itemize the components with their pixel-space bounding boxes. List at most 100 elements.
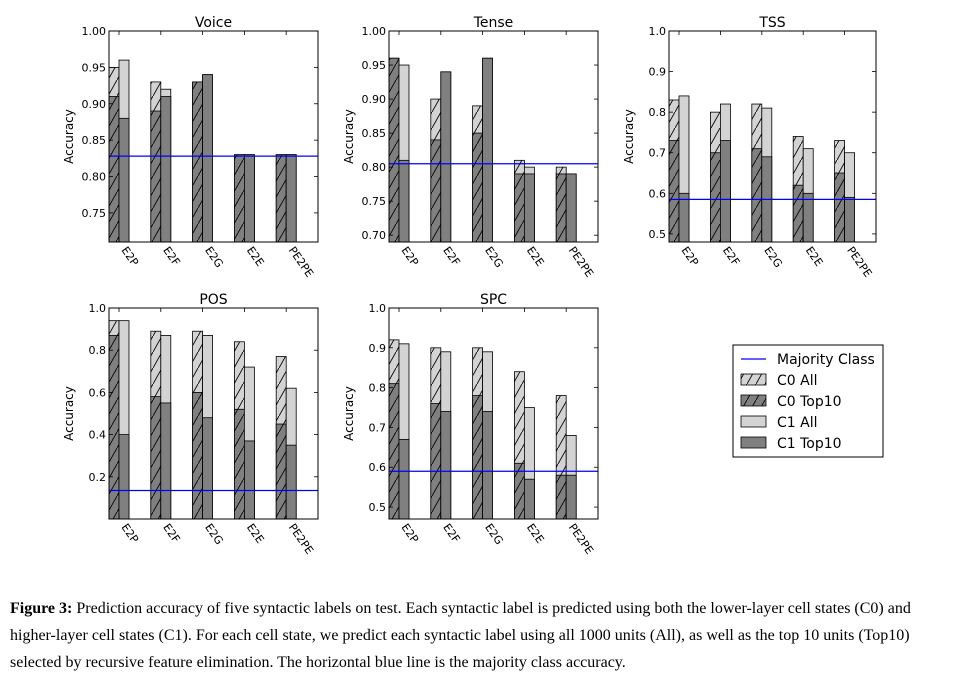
- x-tick-label: E2P: [119, 244, 142, 269]
- y-axis-label: Accuracy: [62, 386, 76, 441]
- bar-c1-top10: [285, 154, 297, 243]
- y-tick-label: 0.80: [362, 161, 387, 174]
- bar-c0-top10-hatch: [556, 475, 567, 519]
- x-tick-label: PE2PE: [844, 244, 874, 279]
- legend: Majority Class C0 All C0 Top10 C1 All C1…: [732, 344, 884, 458]
- plot-frame: [388, 307, 599, 520]
- bar-c1-top10: [524, 478, 535, 520]
- bar-c0-top10-hatch: [430, 139, 441, 242]
- y-tick-label: 0.5: [649, 228, 667, 241]
- bar-c1-top10: [202, 417, 214, 520]
- y-tick-label: 0.90: [82, 98, 107, 111]
- x-tick-label: PE2PE: [566, 521, 596, 556]
- y-tick-label: 0.9: [369, 342, 387, 355]
- bar-c0-top10-hatch: [556, 173, 567, 242]
- chart-panel-tss: E2P E2F E2G E2E PE2PE 1.0 0.9 0.8 0.7 0.6 0.5 TSS Ac…: [622, 15, 877, 280]
- bar-c0-top10-hatch: [192, 392, 203, 519]
- y-tick-label: 0.8: [649, 106, 667, 119]
- x-tick-label: PE2PE: [566, 244, 596, 279]
- y-axis-label: Accuracy: [342, 386, 356, 441]
- bar-c1-top10: [398, 159, 410, 243]
- bar-c0-top10-hatch: [109, 335, 119, 519]
- chart-title: SPC: [480, 292, 507, 308]
- caption-text: Prediction accuracy of five syntactic la…: [10, 600, 911, 671]
- bar-c1-top10: [482, 411, 494, 520]
- legend-c1-all-label: C1 All: [777, 415, 818, 431]
- y-tick-label: 0.95: [82, 61, 107, 74]
- x-tick-label: E2G: [482, 244, 506, 270]
- x-tick-label: E2E: [244, 244, 267, 269]
- x-tick-label: E2F: [160, 521, 182, 545]
- x-tick-label: E2P: [119, 521, 142, 546]
- legend-c0-all-hatch: [741, 374, 766, 385]
- bar-c1-top10: [202, 74, 214, 243]
- bar-c1-top10: [440, 71, 452, 243]
- y-axis-label: Accuracy: [622, 109, 636, 164]
- bar-c0-top10-hatch: [389, 383, 399, 519]
- bar-c0-top10-hatch: [150, 111, 161, 242]
- bar-c0-top10-hatch: [514, 463, 525, 519]
- x-tick-label: E2G: [202, 244, 226, 270]
- y-tick-label: 0.5: [369, 501, 387, 514]
- legend-majority-label: Majority Class: [777, 352, 875, 368]
- x-tick-label: E2F: [160, 244, 182, 268]
- figure-caption: Figure 3: Prediction accuracy of five sy…: [10, 595, 945, 676]
- bar-c0-top10-hatch: [150, 396, 161, 519]
- bar-c0-top10-hatch: [669, 140, 679, 242]
- bar-c0-top10-hatch: [472, 395, 483, 519]
- bar-c0-top10-hatch: [276, 154, 287, 242]
- bar-c1-top10: [482, 57, 494, 243]
- y-tick-label: 1.0: [649, 25, 667, 38]
- y-tick-label: 0.7: [369, 421, 387, 434]
- bar-c1-top10: [118, 434, 130, 520]
- x-tick-label: PE2PE: [286, 521, 316, 556]
- chart-panels: E2P E2F E2G E2E PE2PE 1.00 0.95 0.90 0.85 0.80 0.7…: [62, 15, 877, 557]
- bar-c1-top10: [285, 444, 297, 520]
- y-tick-label: 0.9: [649, 66, 667, 79]
- bar-c0-top10-hatch: [834, 173, 845, 242]
- bar-c0-top10-hatch: [234, 409, 245, 519]
- bar-c0-top10-hatch: [192, 81, 203, 243]
- chart-title: Voice: [195, 15, 232, 31]
- x-tick-label: E2F: [440, 244, 462, 268]
- chart-panel-tense: E2P E2F E2G E2E PE2PE 1.00 0.95 0.90 0.85 0.80 0.7…: [342, 15, 599, 280]
- y-axis-label: Accuracy: [62, 109, 76, 164]
- y-tick-label: 0.80: [82, 171, 107, 184]
- bar-c0-top10-hatch: [430, 403, 441, 519]
- x-tick-label: E2G: [202, 521, 226, 547]
- y-tick-label: 0.95: [362, 59, 387, 72]
- x-tick-label: E2E: [524, 244, 547, 269]
- bar-c0-top10-hatch: [793, 185, 804, 242]
- y-tick-label: 0.75: [362, 195, 387, 208]
- bar-c0-top10-hatch: [514, 173, 525, 242]
- y-tick-label: 0.4: [89, 429, 107, 442]
- legend-c0-top10-label: C0 Top10: [777, 394, 842, 410]
- bar-c0-top10-hatch: [751, 148, 762, 242]
- plot-frame: [668, 30, 877, 243]
- x-tick-label: E2F: [720, 244, 742, 268]
- legend-c1-top10-swatch: [740, 436, 767, 449]
- chart-title: POS: [199, 292, 227, 308]
- y-tick-label: 0.6: [649, 187, 667, 200]
- x-tick-label: PE2PE: [286, 244, 316, 279]
- y-tick-label: 0.6: [89, 386, 107, 399]
- bar-c1-top10: [524, 173, 535, 243]
- y-tick-label: 1.0: [369, 302, 387, 315]
- bar-c1-top10: [398, 438, 410, 520]
- y-tick-label: 0.85: [82, 134, 107, 147]
- x-tick-label: E2P: [399, 521, 422, 546]
- y-tick-label: 0.85: [362, 127, 387, 140]
- legend-c0-top10-hatch: [741, 395, 766, 406]
- x-tick-label: E2E: [803, 244, 826, 269]
- bar-c1-top10: [160, 402, 172, 520]
- y-tick-label: 0.6: [369, 461, 387, 474]
- y-tick-label: 0.75: [82, 207, 107, 220]
- y-tick-label: 0.2: [89, 471, 107, 484]
- bar-c0-top10-hatch: [109, 96, 119, 242]
- bar-c1-top10: [565, 173, 577, 243]
- bar-c0-top10-hatch: [472, 133, 483, 242]
- bar-c0-top10-hatch: [710, 152, 721, 242]
- y-tick-label: 0.90: [362, 93, 387, 106]
- x-tick-label: E2G: [482, 521, 506, 547]
- bar-c1-top10: [118, 117, 130, 243]
